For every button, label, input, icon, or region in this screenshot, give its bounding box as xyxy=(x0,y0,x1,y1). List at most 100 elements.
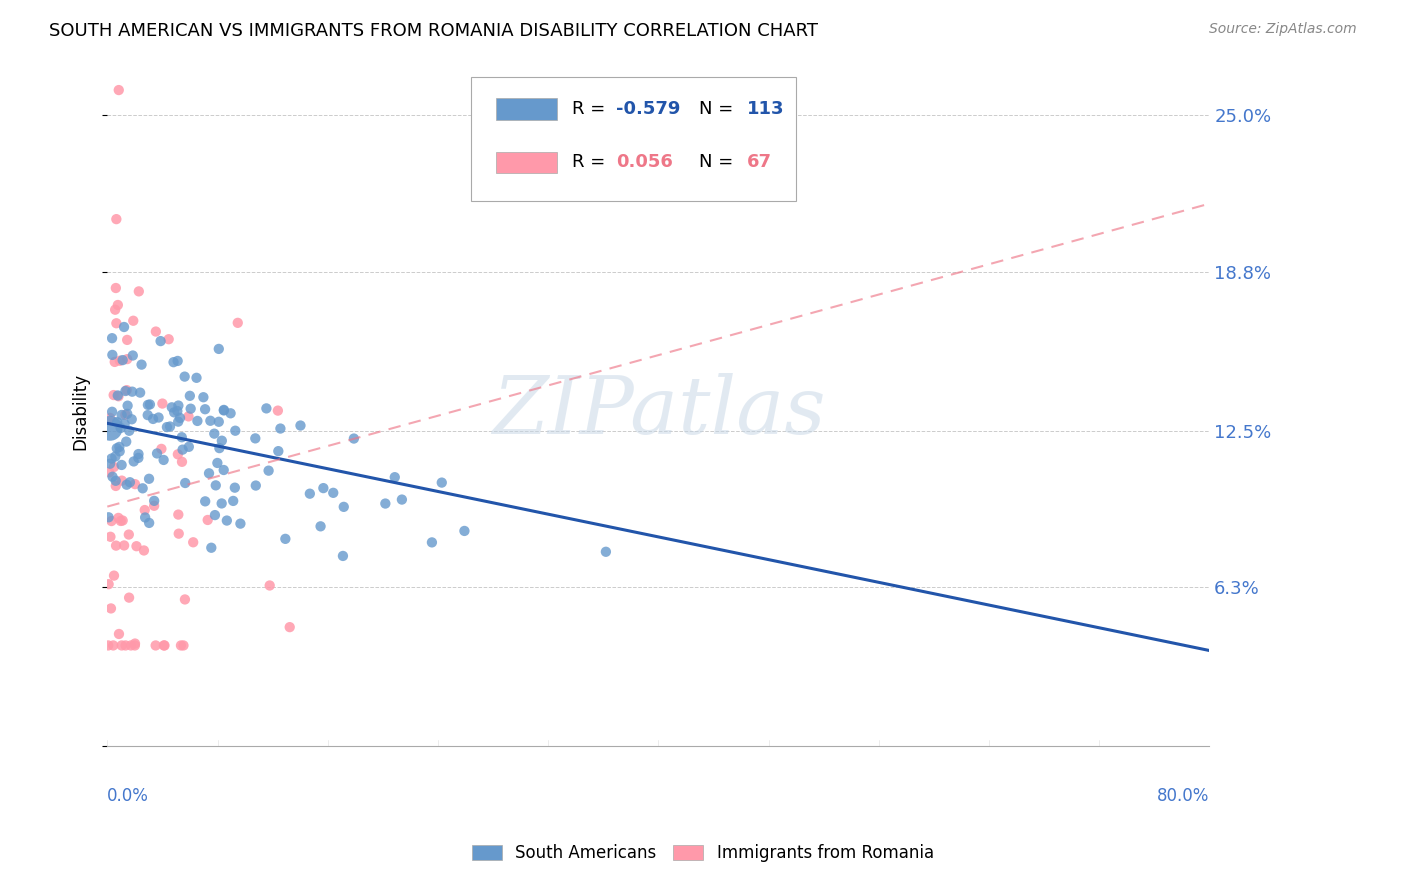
Point xyxy=(107,83,129,97)
Point xyxy=(224,481,246,495)
Point xyxy=(103,639,125,653)
Point xyxy=(107,389,129,403)
Point xyxy=(122,454,145,468)
Point xyxy=(100,451,122,466)
Point xyxy=(208,441,231,455)
Point xyxy=(374,497,396,511)
Point xyxy=(138,472,160,486)
Point xyxy=(186,371,208,385)
Point xyxy=(100,514,122,528)
Point xyxy=(118,424,141,438)
Point xyxy=(103,388,125,402)
Point xyxy=(309,519,332,533)
Point xyxy=(108,627,131,641)
Point xyxy=(166,404,188,418)
Point xyxy=(107,511,129,525)
Point xyxy=(131,481,153,495)
Point xyxy=(170,430,193,444)
Point xyxy=(162,355,184,369)
Point xyxy=(120,639,142,653)
Point xyxy=(104,281,127,295)
Point xyxy=(193,390,215,404)
Point xyxy=(312,481,335,495)
Point xyxy=(104,479,127,493)
Point xyxy=(222,494,245,508)
Point xyxy=(257,464,280,478)
Point xyxy=(167,399,190,413)
Point xyxy=(127,447,149,461)
Point xyxy=(124,639,146,653)
Point xyxy=(108,353,131,368)
Point xyxy=(163,405,186,419)
Point xyxy=(103,568,125,582)
Bar xyxy=(496,98,557,120)
Point xyxy=(97,510,120,524)
Point xyxy=(211,434,233,448)
Point xyxy=(170,455,193,469)
Point xyxy=(150,442,173,456)
Point xyxy=(200,541,222,555)
Point xyxy=(245,431,267,445)
Point xyxy=(101,348,124,362)
Point xyxy=(129,385,152,400)
Text: 0.056: 0.056 xyxy=(616,153,673,171)
Point xyxy=(198,467,221,481)
Point xyxy=(112,320,135,334)
Point xyxy=(100,601,122,615)
Point xyxy=(101,405,124,419)
Point xyxy=(142,412,165,426)
Point xyxy=(290,418,312,433)
Point xyxy=(259,578,281,592)
Point xyxy=(332,500,354,514)
Point xyxy=(274,532,297,546)
Point xyxy=(97,639,120,653)
Point xyxy=(118,475,141,490)
Point xyxy=(208,415,231,429)
Point xyxy=(115,477,138,491)
Point xyxy=(101,331,124,345)
Point xyxy=(254,401,277,416)
Point xyxy=(124,636,146,650)
Point xyxy=(453,524,475,538)
Point xyxy=(197,513,219,527)
Point xyxy=(105,415,128,429)
Point xyxy=(104,474,127,488)
Point xyxy=(172,639,194,653)
Point xyxy=(111,639,134,653)
Point xyxy=(160,401,183,415)
Point xyxy=(219,406,242,420)
Point xyxy=(180,401,202,416)
Point xyxy=(114,639,136,653)
Point xyxy=(145,639,167,653)
Point xyxy=(115,434,138,449)
Point xyxy=(136,398,159,412)
Point xyxy=(121,384,143,399)
Text: 0.0%: 0.0% xyxy=(107,787,149,805)
Point xyxy=(166,354,188,368)
Point xyxy=(152,396,174,410)
Point xyxy=(98,410,121,425)
Point xyxy=(200,414,222,428)
Legend: South Americans, Immigrants from Romania: South Americans, Immigrants from Romania xyxy=(464,836,942,871)
Point xyxy=(146,446,169,460)
Point xyxy=(111,474,134,488)
Point xyxy=(145,325,167,339)
Point xyxy=(143,499,166,513)
Point xyxy=(152,453,174,467)
Point xyxy=(111,514,134,528)
Point xyxy=(384,470,406,484)
Point xyxy=(134,510,156,524)
Point xyxy=(167,526,190,541)
Point xyxy=(177,440,200,454)
Point xyxy=(138,516,160,530)
Point xyxy=(186,414,208,428)
Point xyxy=(104,355,127,369)
Point xyxy=(245,478,267,492)
Point xyxy=(212,463,235,477)
Point xyxy=(105,316,128,330)
Text: -0.579: -0.579 xyxy=(616,100,681,118)
Point xyxy=(101,469,124,483)
FancyBboxPatch shape xyxy=(471,78,796,202)
Point xyxy=(118,527,141,541)
Point xyxy=(117,407,139,421)
